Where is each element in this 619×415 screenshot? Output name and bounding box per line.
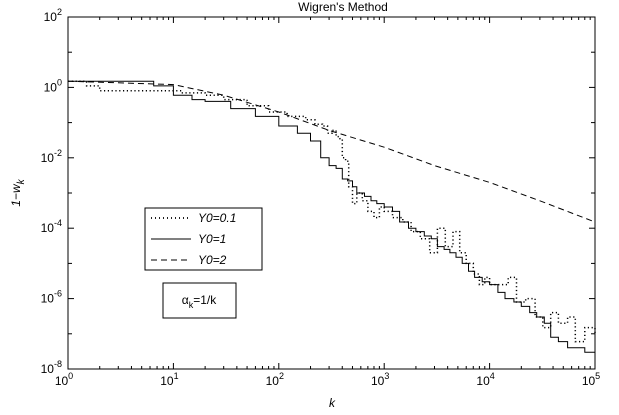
y-tick-label: 10-2 (41, 148, 62, 165)
x-tick-label: 103 (371, 371, 389, 388)
legend-label-solid: Y0=1 (198, 232, 226, 246)
x-axis-label: k (329, 396, 336, 410)
legend-label-dotted: Y0=0.1 (198, 211, 236, 225)
x-tick-label: 102 (266, 371, 284, 388)
y-tick-label: 100 (44, 77, 62, 94)
x-tick-label: 105 (582, 371, 600, 388)
chart-title: Wigren's Method (298, 0, 388, 14)
legend: Y0=0.1 Y0=1 Y0=2 (145, 208, 262, 270)
y-tick-label: 10-6 (41, 289, 62, 306)
legend-label-dashed: Y0=2 (198, 253, 227, 267)
y-tick-label: 102 (44, 7, 62, 24)
y-axis-label: 1−wk (9, 178, 27, 206)
plot-frame (68, 17, 595, 369)
x-tick-label: 101 (160, 371, 178, 388)
x-tick-label: 100 (55, 371, 73, 388)
alpha-annotation: αk=1/k (163, 283, 236, 318)
y-tick-label: 10-4 (41, 218, 62, 235)
x-tick-label: 104 (476, 371, 494, 388)
